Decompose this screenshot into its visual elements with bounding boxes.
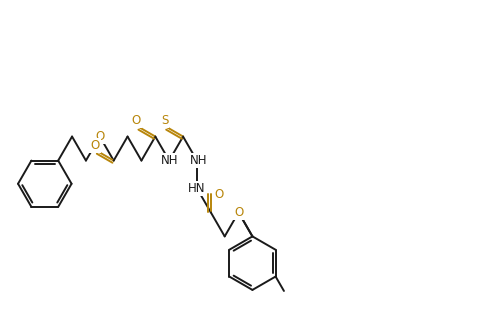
Text: O: O	[234, 206, 243, 219]
Text: NH: NH	[161, 154, 178, 167]
Text: O: O	[214, 188, 223, 201]
Text: O: O	[131, 114, 140, 127]
Text: HN: HN	[188, 182, 206, 195]
Text: S: S	[161, 114, 168, 127]
Text: O: O	[95, 130, 105, 143]
Text: O: O	[90, 139, 100, 152]
Text: NH: NH	[190, 154, 208, 167]
